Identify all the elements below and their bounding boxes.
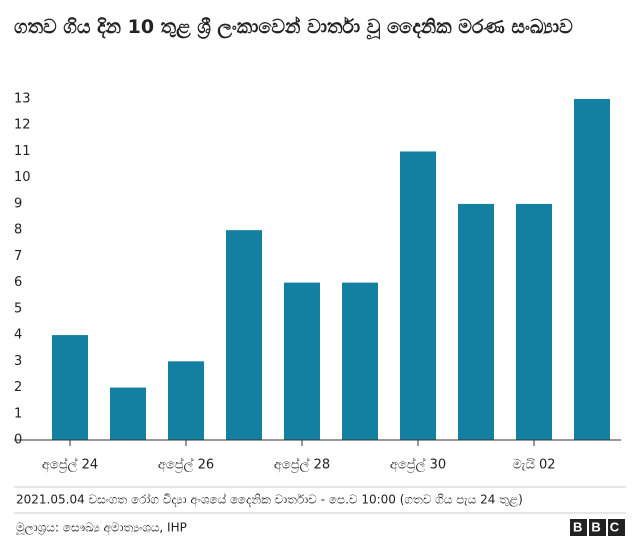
y-tick-label: 10 (14, 170, 31, 185)
y-tick-label: 13 (14, 92, 31, 107)
y-tick-label: 5 (14, 301, 22, 316)
y-tick-label: 6 (14, 275, 22, 290)
logo: BBC (573, 519, 628, 534)
bar (458, 203, 494, 440)
y-tick-label: 11 (14, 144, 31, 159)
bar (400, 151, 436, 440)
logo-box (608, 519, 625, 536)
y-tick-label: 3 (14, 354, 22, 369)
x-tick-label: අප්‍රේල් 28 (274, 456, 330, 472)
bar (226, 230, 262, 440)
bar (284, 282, 320, 440)
logo-box (570, 519, 587, 536)
footnote: 2021.05.04 වසංගත රෝග විද්‍යා අංශයේ දෛනික… (16, 492, 523, 507)
bar (110, 387, 146, 440)
logo-box (589, 519, 606, 536)
bar (342, 282, 378, 440)
source: මූලාශ්‍රය: සෞඛ්‍ය අමාත්‍යංශය, IHP (16, 521, 187, 536)
bar (574, 99, 610, 440)
y-tick-label: 4 (14, 328, 22, 343)
x-tick-label: අප්‍රේල් 24 (42, 456, 98, 472)
y-tick-label: 12 (14, 118, 31, 133)
y-tick-label: 2 (14, 380, 22, 395)
bar (52, 335, 88, 440)
x-tick-label: මැයි 02 (513, 457, 556, 472)
chart-title: ගතව ගිය දින 10 තුළ ශ්‍රී ලංකාවෙන් වාර්තා… (14, 16, 573, 38)
x-tick-label: අප්‍රේල් 26 (158, 456, 214, 472)
y-tick-label: 9 (14, 196, 22, 211)
y-tick-label: 1 (14, 406, 22, 421)
bar (168, 361, 204, 440)
y-tick-label: 7 (14, 249, 22, 264)
x-tick-label: අප්‍රේල් 30 (390, 456, 446, 472)
y-tick-label: 8 (14, 223, 22, 238)
bar (516, 203, 552, 440)
